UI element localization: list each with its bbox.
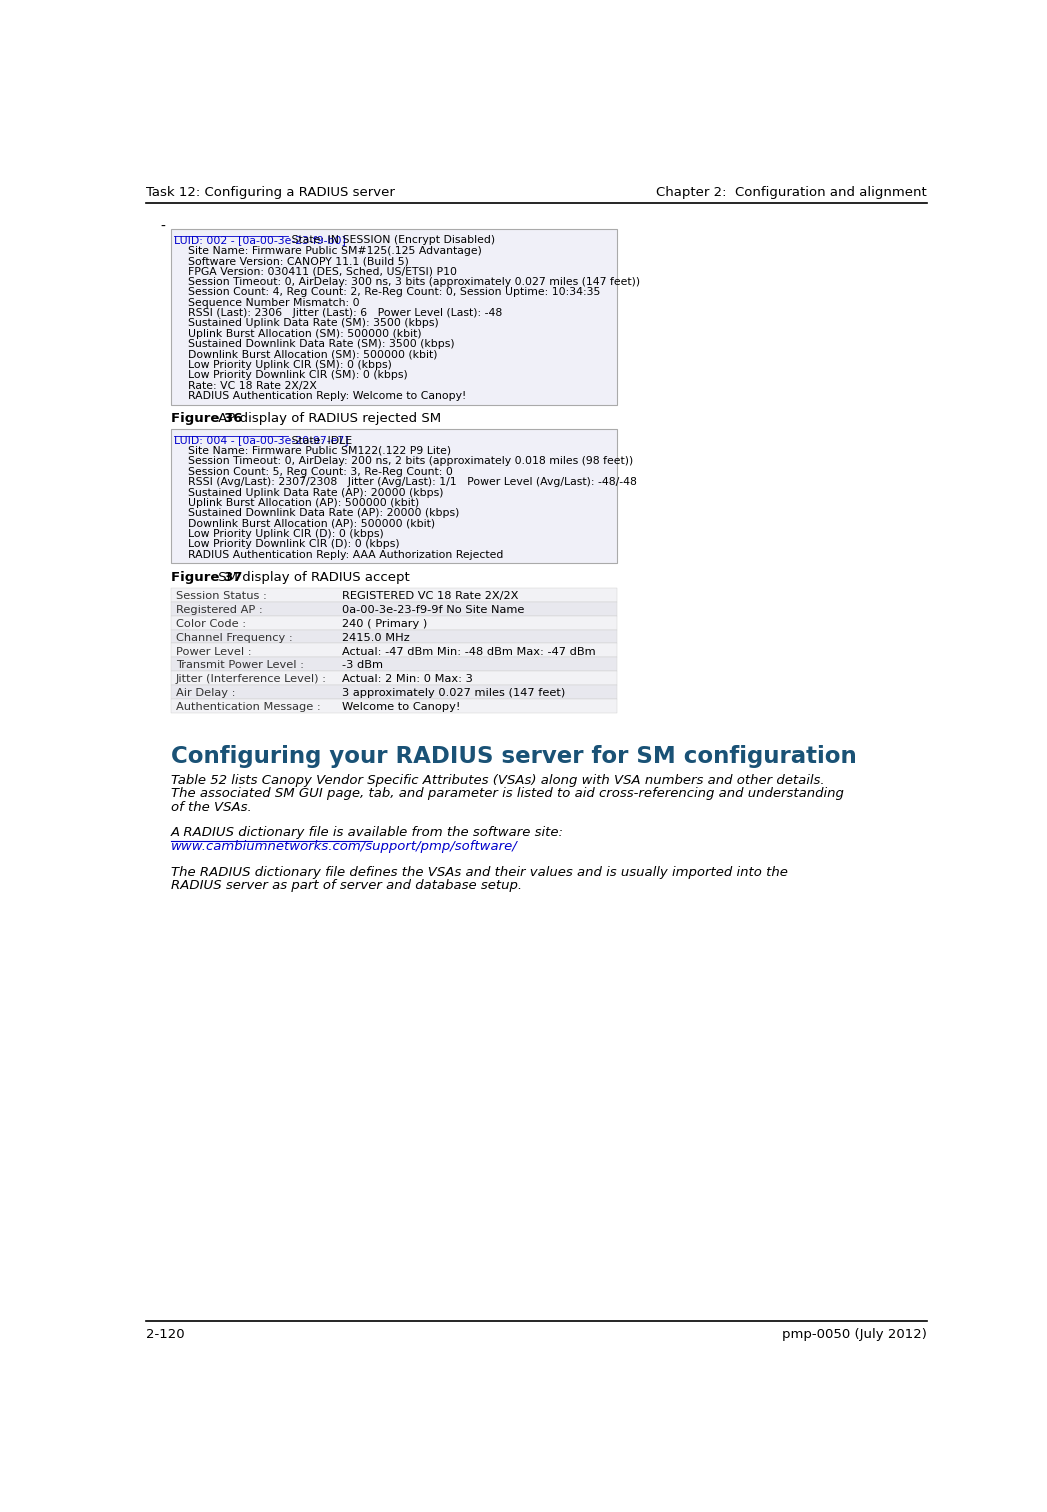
Text: Chapter 2:  Configuration and alignment: Chapter 2: Configuration and alignment <box>656 186 927 198</box>
Text: LUID: 004 - [0a-00-3e-20-97-e7]: LUID: 004 - [0a-00-3e-20-97-e7] <box>174 435 349 446</box>
Text: RADIUS server as part of server and database setup.: RADIUS server as part of server and data… <box>171 878 522 892</box>
Text: www.cambiumnetworks.com/support/pmp/software/: www.cambiumnetworks.com/support/pmp/soft… <box>171 839 518 853</box>
Text: The associated SM GUI page, tab, and parameter is listed to aid cross-referencin: The associated SM GUI page, tab, and par… <box>171 788 844 800</box>
Bar <box>171 429 617 564</box>
Text: State: IDLE: State: IDLE <box>288 435 352 446</box>
Bar <box>171 644 617 658</box>
Text: Session Status :: Session Status : <box>176 591 267 602</box>
Text: Downlink Burst Allocation (SM): 500000 (kbit): Downlink Burst Allocation (SM): 500000 (… <box>174 349 438 360</box>
Text: AP display of RADIUS rejected SM: AP display of RADIUS rejected SM <box>215 413 442 425</box>
Text: Session Timeout: 0, AirDelay: 200 ns, 2 bits (approximately 0.018 miles (98 feet: Session Timeout: 0, AirDelay: 200 ns, 2 … <box>174 457 633 466</box>
Bar <box>171 602 617 615</box>
Bar <box>171 588 617 602</box>
Text: RSSI (Last): 2306   Jitter (Last): 6   Power Level (Last): -48: RSSI (Last): 2306 Jitter (Last): 6 Power… <box>174 308 503 318</box>
Text: Figure 36: Figure 36 <box>171 413 243 425</box>
Text: SM display of RADIUS accept: SM display of RADIUS accept <box>215 572 410 584</box>
Text: Session Timeout: 0, AirDelay: 300 ns, 3 bits (approximately 0.027 miles (147 fee: Session Timeout: 0, AirDelay: 300 ns, 3 … <box>174 277 641 287</box>
Text: RADIUS Authentication Reply: AAA Authorization Rejected: RADIUS Authentication Reply: AAA Authori… <box>174 550 504 559</box>
Bar <box>171 699 617 712</box>
Text: Site Name: Firmware Public SM122(.122 P9 Lite): Site Name: Firmware Public SM122(.122 P9… <box>174 446 451 457</box>
Text: Sustained Downlink Data Rate (SM): 3500 (kbps): Sustained Downlink Data Rate (SM): 3500 … <box>174 339 454 349</box>
Text: -: - <box>160 219 165 234</box>
Text: Low Priority Downlink CIR (D): 0 (kbps): Low Priority Downlink CIR (D): 0 (kbps) <box>174 540 400 549</box>
Text: Uplink Burst Allocation (SM): 500000 (kbit): Uplink Burst Allocation (SM): 500000 (kb… <box>174 330 422 339</box>
Text: Low Priority Uplink CIR (SM): 0 (kbps): Low Priority Uplink CIR (SM): 0 (kbps) <box>174 360 393 370</box>
Text: Configuring your RADIUS server for SM configuration: Configuring your RADIUS server for SM co… <box>171 745 856 768</box>
Text: pmp-0050 (July 2012): pmp-0050 (July 2012) <box>782 1329 927 1341</box>
Text: Task 12: Configuring a RADIUS server: Task 12: Configuring a RADIUS server <box>147 186 396 198</box>
Text: -3 dBm: -3 dBm <box>342 661 383 670</box>
Text: 2-120: 2-120 <box>147 1329 185 1341</box>
Text: A RADIUS dictionary file is available from the software site:: A RADIUS dictionary file is available fr… <box>171 826 564 839</box>
Text: REGISTERED VC 18 Rate 2X/2X: REGISTERED VC 18 Rate 2X/2X <box>342 591 519 602</box>
Text: Sustained Uplink Data Rate (SM): 3500 (kbps): Sustained Uplink Data Rate (SM): 3500 (k… <box>174 319 439 328</box>
Text: Low Priority Uplink CIR (D): 0 (kbps): Low Priority Uplink CIR (D): 0 (kbps) <box>174 529 384 540</box>
Text: Authentication Message :: Authentication Message : <box>176 702 320 712</box>
Bar <box>171 658 617 671</box>
Bar <box>171 685 617 699</box>
Bar <box>171 230 617 405</box>
Text: 3 approximately 0.027 miles (147 feet): 3 approximately 0.027 miles (147 feet) <box>342 688 565 699</box>
Text: FPGA Version: 030411 (DES, Sched, US/ETSI) P10: FPGA Version: 030411 (DES, Sched, US/ETS… <box>174 266 458 277</box>
Text: Downlink Burst Allocation (AP): 500000 (kbit): Downlink Burst Allocation (AP): 500000 (… <box>174 519 436 529</box>
Text: Transmit Power Level :: Transmit Power Level : <box>176 661 304 670</box>
Text: Power Level :: Power Level : <box>176 647 251 656</box>
Text: Color Code :: Color Code : <box>176 618 246 629</box>
Text: Air Delay :: Air Delay : <box>176 688 236 699</box>
Text: Session Count: 4, Reg Count: 2, Re-Reg Count: 0, Session Uptime: 10:34:35: Session Count: 4, Reg Count: 2, Re-Reg C… <box>174 287 601 298</box>
Bar <box>171 671 617 685</box>
Text: Uplink Burst Allocation (AP): 500000 (kbit): Uplink Burst Allocation (AP): 500000 (kb… <box>174 497 420 508</box>
Text: RADIUS Authentication Reply: Welcome to Canopy!: RADIUS Authentication Reply: Welcome to … <box>174 392 467 401</box>
Text: LUID: 002 - [0a-00-3e-23-f9-b0]: LUID: 002 - [0a-00-3e-23-f9-b0] <box>174 236 347 245</box>
Bar <box>171 615 617 629</box>
Text: Sequence Number Mismatch: 0: Sequence Number Mismatch: 0 <box>174 298 360 308</box>
Text: of the VSAs.: of the VSAs. <box>171 800 252 813</box>
Text: Sustained Downlink Data Rate (AP): 20000 (kbps): Sustained Downlink Data Rate (AP): 20000… <box>174 508 460 519</box>
Text: The RADIUS dictionary file defines the VSAs and their values and is usually impo: The RADIUS dictionary file defines the V… <box>171 866 788 878</box>
Text: Table 52 lists Canopy Vendor Specific Attributes (VSAs) along with VSA numbers a: Table 52 lists Canopy Vendor Specific At… <box>171 774 825 788</box>
Text: Jitter (Interference Level) :: Jitter (Interference Level) : <box>176 674 327 685</box>
Text: 0a-00-3e-23-f9-9f No Site Name: 0a-00-3e-23-f9-9f No Site Name <box>342 605 525 615</box>
Text: Actual: 2 Min: 0 Max: 3: Actual: 2 Min: 0 Max: 3 <box>342 674 473 685</box>
Text: Registered AP :: Registered AP : <box>176 605 263 615</box>
Bar <box>171 629 617 644</box>
Text: Welcome to Canopy!: Welcome to Canopy! <box>342 702 461 712</box>
Text: Software Version: CANOPY 11.1 (Build 5): Software Version: CANOPY 11.1 (Build 5) <box>174 256 409 266</box>
Text: Sustained Uplink Data Rate (AP): 20000 (kbps): Sustained Uplink Data Rate (AP): 20000 (… <box>174 487 444 497</box>
Text: Rate: VC 18 Rate 2X/2X: Rate: VC 18 Rate 2X/2X <box>174 381 317 392</box>
Text: Figure 37: Figure 37 <box>171 572 243 584</box>
Text: Actual: -47 dBm Min: -48 dBm Max: -47 dBm: Actual: -47 dBm Min: -48 dBm Max: -47 dB… <box>342 647 596 656</box>
Text: Site Name: Firmware Public SM#125(.125 Advantage): Site Name: Firmware Public SM#125(.125 A… <box>174 246 483 256</box>
Text: Session Count: 5, Reg Count: 3, Re-Reg Count: 0: Session Count: 5, Reg Count: 3, Re-Reg C… <box>174 467 453 476</box>
Text: RSSI (Avg/Last): 2307/2308   Jitter (Avg/Last): 1/1   Power Level (Avg/Last): -4: RSSI (Avg/Last): 2307/2308 Jitter (Avg/L… <box>174 478 638 487</box>
Text: 2415.0 MHz: 2415.0 MHz <box>342 632 410 643</box>
Text: Channel Frequency :: Channel Frequency : <box>176 632 292 643</box>
Text: 240 ( Primary ): 240 ( Primary ) <box>342 618 428 629</box>
Text: Low Priority Downlink CIR (SM): 0 (kbps): Low Priority Downlink CIR (SM): 0 (kbps) <box>174 370 408 381</box>
Text: State: IN SESSION (Encrypt Disabled): State: IN SESSION (Encrypt Disabled) <box>288 236 495 245</box>
